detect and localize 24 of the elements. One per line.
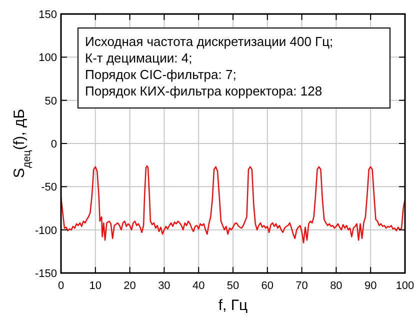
x-tick-label: 10 xyxy=(89,280,102,292)
y-tick-label: 150 xyxy=(38,9,57,21)
x-tick-label: 90 xyxy=(364,280,377,292)
x-tick-label: 0 xyxy=(58,280,64,292)
y-tick-label: 0 xyxy=(50,138,57,150)
x-tick-label: 40 xyxy=(192,280,205,292)
x-tick-label: 70 xyxy=(296,280,308,292)
x-tick-label: 80 xyxy=(330,280,342,292)
y-tick-label: -150 xyxy=(34,268,57,280)
annotation: Исходная частота дискретизации 400 Гц; xyxy=(85,34,334,49)
x-axis-title: f, Гц xyxy=(218,297,248,314)
x-tick-label: 60 xyxy=(261,280,274,292)
x-tick-label: 30 xyxy=(158,280,170,292)
y-tick-label: -50 xyxy=(41,182,57,194)
x-tick-label: 100 xyxy=(396,280,414,292)
x-tick-label: 20 xyxy=(124,280,136,292)
y-tick-label: -100 xyxy=(34,224,57,237)
annotation: Порядок КИХ-фильтра корректора: 128 xyxy=(85,84,322,98)
annotation: К-т децимации: 4; xyxy=(85,50,192,66)
y-tick-label: 50 xyxy=(44,95,57,108)
x-tick-label: 50 xyxy=(226,280,240,292)
annotation: Порядок CIC-фильтра: 7; xyxy=(85,67,236,82)
y-tick-label: 100 xyxy=(38,52,57,64)
line-series xyxy=(61,165,405,244)
